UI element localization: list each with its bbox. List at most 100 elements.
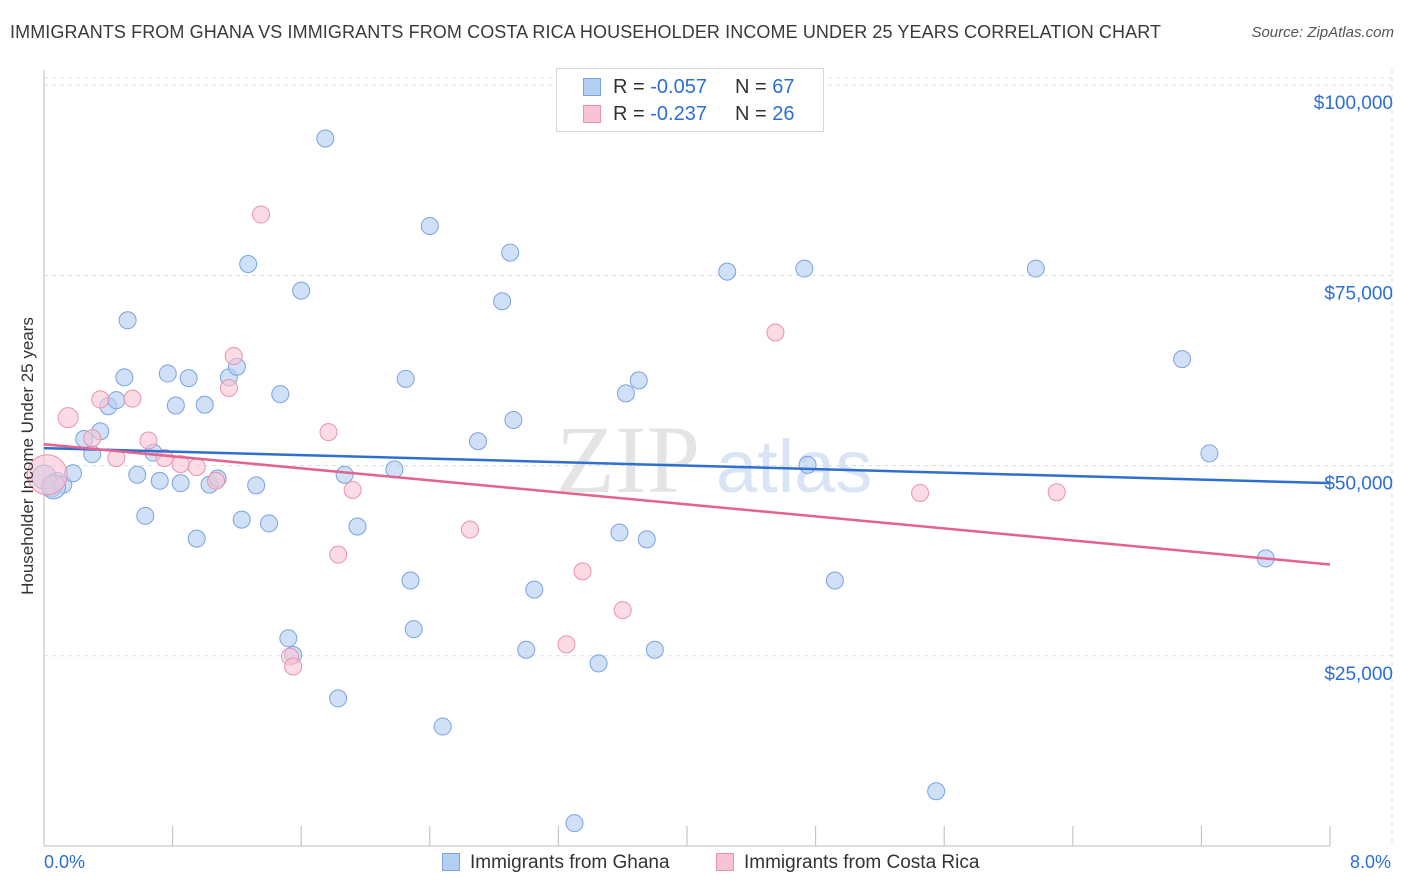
ghana-point — [239, 255, 258, 273]
y-tick-label: $25,000 — [1324, 664, 1393, 685]
ghana-point — [798, 455, 817, 474]
ghana-point — [136, 506, 155, 525]
trend-line-costa-rica — [43, 443, 1331, 566]
ghana-point — [501, 243, 520, 262]
ghana-point — [589, 654, 608, 673]
bottom-legend-label-ghana: Immigrants from Ghana — [470, 852, 670, 873]
ghana-point — [158, 364, 177, 383]
ghana-point — [504, 410, 523, 429]
watermark-zip: ZIP — [556, 406, 700, 513]
costa-rica-point — [207, 471, 226, 490]
costa-rica-point — [613, 601, 632, 620]
ghana-point — [316, 129, 335, 148]
ghana-point — [247, 476, 266, 495]
y-tick-labels: $25,000 $50,000 $75,000 $100,000 — [1314, 93, 1393, 685]
ghana-point — [150, 471, 169, 490]
legend-swatch-costa-rica — [583, 105, 601, 123]
y-tick-label: $100,000 — [1314, 93, 1393, 114]
ghana-point — [187, 529, 206, 548]
costa-rica-point — [911, 483, 930, 502]
costa-rica-point — [573, 562, 592, 581]
legend-n-label: N = — [735, 76, 773, 98]
x-axis-min-label: 0.0% — [44, 852, 86, 872]
y-tick-label: $50,000 — [1324, 474, 1393, 495]
ghana-point — [166, 396, 185, 415]
costa-rica-point — [91, 390, 110, 409]
legend-r-value-costa-rica: -0.237 — [650, 103, 707, 125]
ghana-point — [517, 640, 536, 659]
ghana-point — [171, 474, 190, 493]
ghana-point — [195, 395, 214, 414]
costa-rica-point — [139, 431, 158, 450]
costa-rica-point — [155, 449, 174, 467]
trend-line-ghana — [43, 446, 1331, 485]
ghana-point — [1026, 259, 1045, 278]
ghana-point — [469, 432, 488, 451]
ghana-point — [260, 514, 279, 533]
ghana-point — [396, 369, 415, 388]
costa-rica-point — [219, 379, 238, 398]
series-ghana-points — [31, 129, 1275, 833]
costa-rica-point — [343, 480, 362, 499]
ghana-point — [795, 259, 814, 278]
ghana-point — [1173, 350, 1192, 369]
ghana-point — [348, 517, 367, 536]
ghana-point — [179, 369, 198, 388]
ghana-point — [279, 629, 298, 648]
ghana-point — [107, 391, 126, 410]
bottom-legend-label-costa-rica: Immigrants from Costa Rica — [744, 852, 980, 873]
legend-r-label: R = — [613, 76, 651, 98]
correlation-legend: R = -0.057 N = 67 R = -0.237 N = 26 — [556, 68, 824, 132]
costa-rica-point — [57, 407, 79, 429]
y-tick-label: $75,000 — [1324, 283, 1393, 304]
ghana-point — [118, 311, 137, 330]
ghana-point — [404, 620, 423, 639]
ghana-point — [718, 262, 737, 281]
costa-rica-point — [557, 635, 576, 654]
costa-rica-point — [284, 657, 303, 676]
bottom-legend-costa-rica: Immigrants from Costa Rica — [716, 852, 979, 874]
legend-swatch-ghana — [583, 78, 601, 96]
ghana-point — [927, 782, 946, 801]
ghana-point — [825, 571, 844, 590]
costa-rica-point — [329, 545, 348, 564]
ghana-point — [401, 571, 420, 590]
x-axis-max-label: 8.0% — [1350, 852, 1392, 872]
costa-rica-point — [224, 347, 243, 366]
costa-rica-point — [187, 458, 206, 477]
ghana-point — [115, 368, 134, 387]
ghana-point — [629, 371, 648, 390]
bottom-legend-swatch-ghana — [442, 853, 460, 871]
ghana-point — [610, 523, 629, 542]
ghana-point — [525, 580, 544, 599]
costa-rica-point — [252, 205, 271, 224]
legend-n-value-costa-rica: 26 — [772, 103, 795, 125]
y-axis-label: Householder Income Under 25 years — [18, 317, 37, 595]
costa-rica-point — [766, 323, 785, 342]
trend-lines — [43, 443, 1331, 566]
chart-title: IMMIGRANTS FROM GHANA VS IMMIGRANTS FROM… — [10, 22, 1162, 42]
legend-r-value-ghana: -0.057 — [650, 76, 707, 98]
ghana-point — [433, 717, 452, 736]
ghana-point — [271, 385, 290, 404]
ghana-point — [335, 465, 354, 484]
bottom-legend-ghana: Immigrants from Ghana — [442, 852, 670, 874]
ghana-point — [637, 530, 656, 549]
legend-n-label: N = — [735, 103, 773, 125]
costa-rica-point — [319, 423, 338, 442]
ghana-point — [493, 292, 512, 311]
source-label: Source: ZipAtlas.com — [1251, 24, 1394, 41]
ghana-point — [420, 216, 439, 235]
costa-rica-point — [26, 454, 68, 496]
watermark: ZIP atlas — [556, 406, 872, 513]
costa-rica-point — [460, 520, 479, 539]
costa-rica-point — [123, 389, 142, 408]
ghana-point — [232, 510, 251, 529]
ghana-point — [128, 465, 147, 484]
costa-rica-point — [1047, 483, 1066, 502]
ghana-point — [1200, 444, 1219, 463]
ghana-point — [616, 384, 635, 403]
legend-n-value-ghana: 67 — [772, 76, 795, 98]
series-costa-rica-points — [26, 205, 1066, 676]
